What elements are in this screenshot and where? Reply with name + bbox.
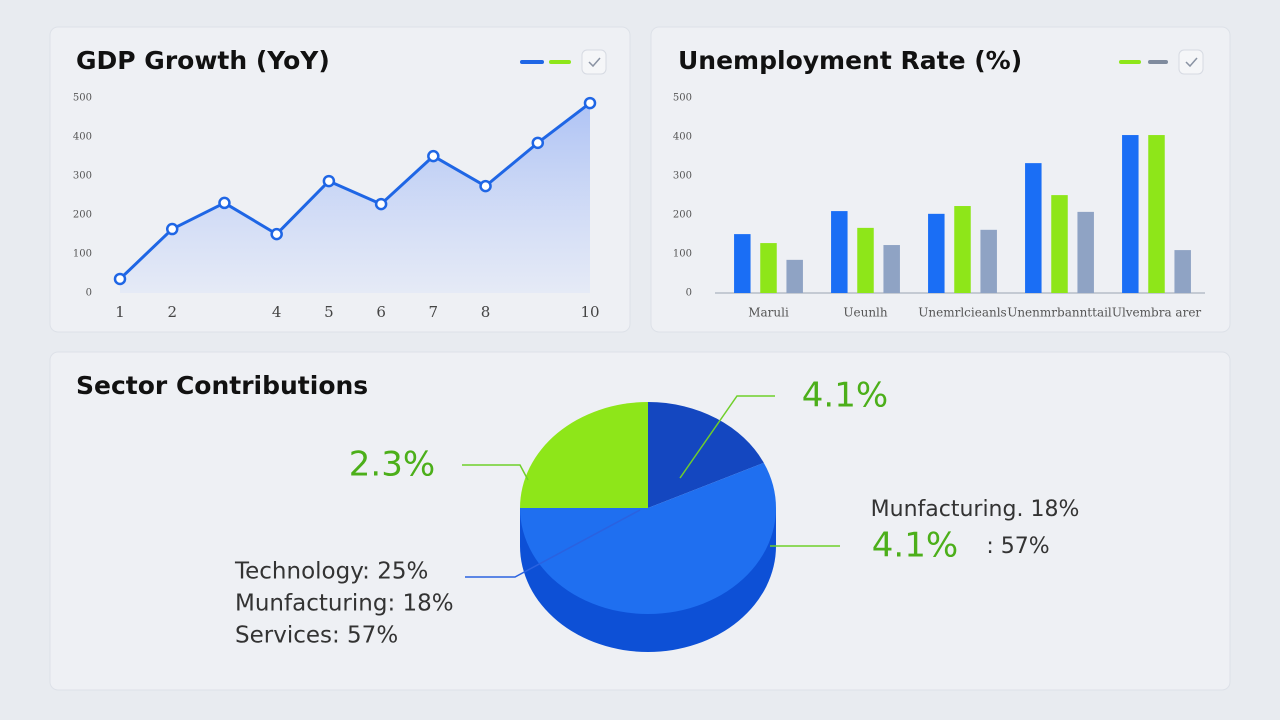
bar <box>883 245 900 293</box>
bar <box>928 213 945 293</box>
line <box>118 101 591 281</box>
legend-label: Services: 57% <box>235 623 398 649</box>
chart-title: Unemployment Rate (%) <box>678 46 1022 75</box>
y-tick-label: 500 <box>673 93 692 104</box>
point <box>218 196 231 210</box>
callout-line <box>465 509 641 578</box>
bar <box>954 206 971 293</box>
pie-slice <box>520 402 648 508</box>
annotation: Munfacturing. 18% <box>871 497 1080 522</box>
button[interactable] <box>581 49 607 75</box>
x-tick-label: 5 <box>324 303 334 321</box>
y-tick-label: 100 <box>73 249 92 260</box>
y-tick-label: 300 <box>73 171 92 182</box>
bar <box>831 211 848 293</box>
x-tick-label: Unemrlcieanls <box>918 306 1006 320</box>
area <box>120 103 590 293</box>
x-tick-label: Unenmrbannttail <box>1007 306 1112 320</box>
point <box>583 96 597 110</box>
x-tick-label: 8 <box>481 303 491 321</box>
x-tick-label: 4 <box>272 303 282 321</box>
annotation: : 57% <box>986 534 1049 559</box>
pie-slice <box>520 462 776 614</box>
bar <box>1174 250 1191 293</box>
x-tick-label: Ueunlh <box>843 306 888 320</box>
y-tick-label: 100 <box>673 249 692 260</box>
bar <box>1077 211 1094 293</box>
panel-icons <box>520 49 1204 75</box>
chart-title: GDP Growth (YoY) <box>76 46 330 75</box>
point <box>165 222 179 236</box>
icon <box>1185 57 1198 68</box>
point <box>322 174 336 188</box>
legend-label: Technology: 25% <box>234 559 428 585</box>
y-tick-label: 400 <box>73 132 92 143</box>
y-tick-label: 0 <box>86 288 92 299</box>
chart-title: Sector Contributions <box>76 371 368 400</box>
point <box>113 272 127 286</box>
x-tick-label: 1 <box>115 303 125 321</box>
bar <box>980 229 997 293</box>
y-tick-label: 0 <box>686 288 692 299</box>
bar <box>734 234 751 293</box>
bar <box>1051 195 1068 293</box>
y-tick-label: 400 <box>673 132 692 143</box>
x-tick-label: Maruli <box>748 306 789 320</box>
legend-label: Munfacturing: 18% <box>235 591 454 617</box>
bar <box>1122 135 1139 293</box>
bar <box>857 227 874 293</box>
icon <box>588 57 601 68</box>
annotation: 2.3% <box>349 445 435 485</box>
bar <box>1025 163 1042 293</box>
annotation: 4.1% <box>872 526 958 566</box>
pie-slice <box>648 402 764 508</box>
bar <box>1148 135 1165 293</box>
x-tick-label: 7 <box>429 303 439 321</box>
y-tick-label: 200 <box>73 210 92 221</box>
bar <box>760 243 777 293</box>
x-tick-label: 2 <box>167 303 177 321</box>
callout-line <box>679 395 775 479</box>
point <box>374 197 388 211</box>
y-tick-label: 500 <box>73 93 92 104</box>
x-tick-label: Ulvembra arer <box>1112 306 1202 320</box>
button[interactable] <box>1178 49 1204 75</box>
y-tick-label: 200 <box>673 210 692 221</box>
point <box>479 179 492 193</box>
callout-line <box>462 464 529 481</box>
x-tick-label: 6 <box>376 303 386 321</box>
annotation: 4.1% <box>802 376 888 416</box>
x-tick-label: 10 <box>580 303 599 321</box>
point <box>270 227 283 241</box>
bar <box>786 259 803 293</box>
point <box>531 136 545 150</box>
point <box>427 149 440 163</box>
y-tick-label: 300 <box>673 171 692 182</box>
